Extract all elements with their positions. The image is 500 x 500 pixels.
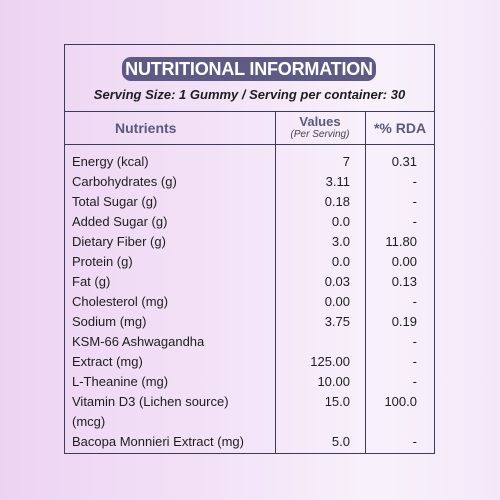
nutrient-value: 3.75 [324, 314, 350, 329]
table-row: Bacopa Monnieri Extract (mg) 5.0 - [65, 431, 434, 451]
table-row: Total Sugar (g) 0.18 - [65, 191, 434, 211]
nutrient-name: Dietary Fiber (g) [72, 234, 166, 249]
divider-header [65, 144, 434, 145]
nutrient-value: 7 [342, 154, 350, 169]
nutrient-rda: 0.19 [391, 314, 417, 329]
table-row: Fat (g) 0.03 0.13 [65, 271, 434, 291]
nutrition-panel: NUTRITIONAL INFORMATION Serving Size: 1 … [64, 44, 435, 454]
panel-title: NUTRITIONAL INFORMATION [122, 57, 376, 81]
nutrient-rda: - [412, 434, 417, 449]
nutrient-rda: - [412, 294, 417, 309]
nutrient-value: 10.00 [317, 374, 350, 389]
nutrient-name: Carbohydrates (g) [72, 174, 177, 189]
nutrient-rda: - [412, 174, 417, 189]
header-values-label: Values [299, 114, 341, 129]
table-row: Sodium (mg) 3.75 0.19 [65, 311, 434, 331]
nutrient-name: Bacopa Monnieri Extract (mg) [72, 434, 244, 449]
table-row: KSM-66 Ashwagandha - [65, 331, 434, 351]
nutrient-value: 0.00 [324, 294, 350, 309]
nutrient-value: 0.03 [324, 274, 350, 289]
table-row: Added Sugar (g) 0.0 - [65, 211, 434, 231]
divider-top [65, 111, 434, 112]
nutrient-value: 3.11 [325, 174, 350, 189]
nutrient-name: Extract (mg) [72, 354, 143, 369]
nutrient-value: 125.00 [310, 354, 350, 369]
nutrient-rda: - [412, 194, 417, 209]
nutrient-rda: - [412, 214, 417, 229]
nutrient-value: 0.18 [324, 194, 350, 209]
table-row: (mcg) [65, 411, 434, 431]
nutrient-value: 3.0 [331, 234, 350, 249]
nutrient-value: 0.0 [331, 214, 350, 229]
nutrient-name: Sodium (mg) [72, 314, 147, 329]
table-row: Dietary Fiber (g) 3.0 11.80 [65, 231, 434, 251]
table-row: Protein (g) 0.0 0.00 [65, 251, 434, 271]
nutrient-rda: - [412, 334, 417, 349]
serving-info: Serving Size: 1 Gummy / Serving per cont… [93, 87, 406, 102]
nutrient-name: (mcg) [72, 414, 106, 429]
header-rda: *% RDA [373, 120, 427, 136]
header-nutrients: Nutrients [115, 120, 177, 136]
nutrient-name: Cholesterol (mg) [72, 294, 169, 309]
table-row: Carbohydrates (g) 3.11 - [65, 171, 434, 191]
nutrient-name: Vitamin D3 (Lichen source) [72, 394, 229, 409]
nutrient-name: Fat (g) [72, 274, 111, 289]
nutrient-rda: - [412, 354, 417, 369]
nutrient-value: 0.0 [331, 254, 350, 269]
nutrient-rda: 0.13 [391, 274, 417, 289]
table-row: Cholesterol (mg) 0.00 - [65, 291, 434, 311]
nutrient-name: L-Theanine (mg) [72, 374, 169, 389]
table-row: Extract (mg) 125.00 - [65, 351, 434, 371]
nutrient-rda: - [412, 374, 417, 389]
column-divider-values [275, 111, 276, 453]
column-divider-rda [365, 111, 366, 453]
table-row: Vitamin D3 (Lichen source) 15.0 100.0 [65, 391, 434, 411]
nutrient-rda: 0.31 [391, 154, 417, 169]
table-row: Energy (kcal) 7 0.31 [65, 151, 434, 171]
nutrient-name: Energy (kcal) [72, 154, 149, 169]
nutrient-name: Protein (g) [72, 254, 133, 269]
nutrient-value: 15.0 [324, 394, 350, 409]
header-values: Values (Per Serving) [275, 115, 365, 141]
nutrient-rda: 0.00 [391, 254, 417, 269]
nutrient-value: 5.0 [331, 434, 350, 449]
nutrient-rda: 100.0 [384, 394, 417, 409]
table-row: L-Theanine (mg) 10.00 - [65, 371, 434, 391]
nutrient-name: KSM-66 Ashwagandha [72, 334, 205, 349]
header-values-sub: (Per Serving) [290, 129, 350, 140]
nutrient-name: Added Sugar (g) [72, 214, 168, 229]
nutrient-rda: 11.80 [385, 234, 417, 249]
nutrient-name: Total Sugar (g) [72, 194, 158, 209]
